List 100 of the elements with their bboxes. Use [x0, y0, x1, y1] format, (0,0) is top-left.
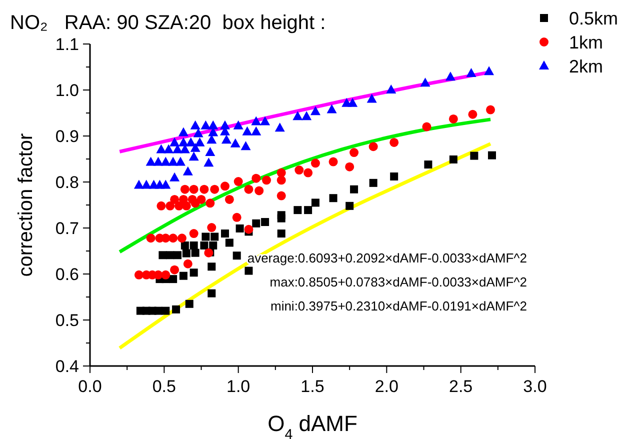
point [170, 194, 180, 204]
point [189, 184, 198, 194]
point [350, 148, 359, 158]
point [310, 106, 320, 116]
point [274, 122, 285, 132]
point [160, 156, 171, 166]
point [200, 120, 211, 130]
point [240, 141, 251, 150]
point [172, 305, 180, 314]
point [206, 134, 217, 144]
point [180, 241, 189, 250]
point [161, 270, 170, 280]
x-tick-label: 2.0 [374, 377, 398, 396]
point [207, 223, 216, 232]
y-tick-label: 0.8 [55, 172, 79, 192]
annotation: mini:0.3975+0.2310×dAMF-0.0191×dAMF^2 [270, 298, 527, 314]
point [179, 272, 188, 280]
point [220, 230, 229, 238]
point [261, 218, 270, 226]
point [206, 198, 215, 208]
point [390, 138, 399, 147]
point [466, 68, 476, 77]
point [170, 137, 180, 146]
point [166, 201, 175, 210]
x-tick-label: 1.5 [300, 377, 324, 396]
point [366, 94, 377, 103]
point [304, 206, 312, 214]
point [277, 230, 286, 238]
point [311, 198, 320, 207]
point [484, 66, 494, 76]
point [205, 147, 216, 156]
point [369, 178, 378, 187]
point [302, 111, 312, 120]
point [234, 177, 243, 186]
x-tick-label: 0.5 [152, 377, 176, 396]
point [420, 78, 430, 87]
point [141, 180, 152, 189]
point [169, 275, 178, 284]
point [252, 174, 261, 183]
point [424, 160, 432, 169]
point [252, 219, 260, 228]
point [221, 134, 232, 144]
point [188, 152, 199, 161]
point [191, 248, 200, 257]
point [329, 194, 338, 202]
point [310, 158, 320, 168]
point [158, 251, 167, 260]
chart-title: NO₂ RAA: 90 SZA:20 box height : [10, 12, 326, 34]
point [390, 172, 398, 180]
point [254, 186, 264, 196]
point [294, 206, 302, 214]
point [304, 168, 313, 178]
point [230, 138, 240, 148]
point [175, 156, 186, 166]
point [162, 306, 170, 315]
point [251, 126, 262, 136]
y-tick-label: 1.0 [55, 80, 79, 100]
point [204, 158, 214, 167]
point [422, 122, 432, 132]
y-tick-label: 1.1 [55, 34, 79, 54]
point [177, 234, 186, 243]
point [170, 265, 180, 274]
point [182, 249, 190, 258]
x-tick-label: 1.0 [226, 377, 250, 396]
y-tick-label: 0.7 [55, 218, 79, 238]
point [182, 166, 193, 176]
y-tick-label: 0.4 [55, 356, 79, 376]
point [174, 251, 182, 260]
point [208, 289, 216, 298]
point [183, 259, 192, 268]
point [277, 211, 286, 220]
point [168, 234, 178, 243]
point [196, 194, 206, 204]
point [486, 105, 495, 114]
point [292, 111, 303, 120]
point [244, 266, 253, 275]
y-tick-label: 0.9 [55, 126, 79, 146]
point [208, 262, 216, 271]
point [200, 184, 209, 194]
point [260, 116, 270, 126]
point [134, 270, 144, 280]
line-series [118, 118, 492, 254]
point [350, 185, 358, 194]
point [190, 241, 198, 250]
point [233, 120, 244, 130]
point [146, 234, 156, 243]
point [328, 157, 338, 166]
point [156, 144, 166, 154]
point [170, 172, 180, 182]
point [220, 120, 230, 130]
y-axis-title: correction factor [15, 132, 37, 277]
point [178, 127, 188, 136]
x-axis-title: O$_{4}$ dAMF [268, 411, 358, 439]
point [160, 180, 171, 189]
point [468, 110, 478, 119]
point [188, 194, 197, 204]
point [209, 241, 218, 250]
point [276, 191, 286, 200]
point [242, 126, 252, 136]
point [194, 137, 205, 146]
